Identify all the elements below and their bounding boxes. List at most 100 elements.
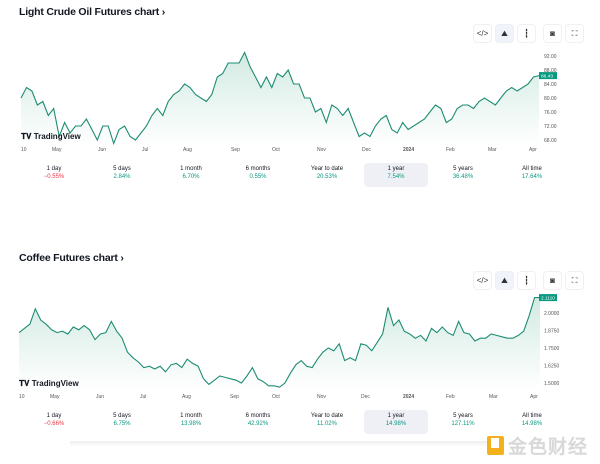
x-tick-label: 2024 [403,147,414,153]
tradingview-logo[interactable]: 𝐓𝐕 TradingView [19,379,79,389]
y-tick-label: 80.00 [544,96,557,102]
x-tick-label: Dec [362,147,371,153]
x-tick-label: Jun [96,394,104,400]
period-label: 1 year [387,413,405,419]
x-tick-label: Nov [317,394,326,400]
period-label: 1 day [46,166,62,172]
last-price-value: 86.43 [541,73,553,79]
x-tick-label: 10 [21,147,27,153]
candles-icon[interactable]: ┇ [517,271,536,290]
period-change-value: 17.64% [521,174,543,180]
x-tick-label: Apr [529,147,537,153]
last-price-tag [539,72,557,80]
period-1-month[interactable]: 1 month 13.98% [159,410,223,434]
period-label: 6 months [245,166,271,172]
watermark-logo-icon [487,436,504,455]
chevron-right-icon: › [161,6,166,18]
period-5-days[interactable]: 5 days 6.75% [90,410,154,434]
embed-icon[interactable]: </> [473,24,492,43]
x-tick-label: Jul [142,147,148,153]
y-tick-label: 1.6250 [544,364,560,370]
period-year-to-date[interactable]: Year to date 11.02% [295,410,359,434]
period-year-to-date[interactable]: Year to date 20.53% [295,163,359,187]
period-label: 1 year [387,166,405,172]
period-label: 5 years [453,413,473,419]
period-change-value: 14.98% [385,421,407,427]
period-change-value: 14.98% [521,421,543,427]
price-area-fill [21,52,539,146]
x-tick-label: May [52,147,62,153]
fullscreen-icon[interactable]: ⛶ [565,271,584,290]
y-tick-label: 88.00 [544,68,557,74]
x-tick-label: 10 [19,394,25,400]
coffee-price-chart[interactable]: 2.0000 1.8750 1.7500 1.6250 1.5000 2.1110 10 Ma… [0,250,600,410]
watermark-text: 金色财经 [508,437,589,458]
y-tick-label: 72.00 [544,124,557,130]
camera-icon[interactable]: ◙ [543,24,562,43]
period-5-years[interactable]: 5 years 36.48% [431,163,495,187]
area-chart-icon[interactable]: ⛰ [495,271,514,290]
camera-icon[interactable]: ◙ [543,271,562,290]
price-area-fill [19,297,540,390]
x-tick-label: Aug [183,147,192,153]
period-change-value: 6.70% [182,174,200,180]
period-1-year[interactable]: 1 year 7.54% [364,163,428,187]
fullscreen-icon[interactable]: ⛶ [565,24,584,43]
period-label: Year to date [310,166,344,172]
last-price-tag [539,294,557,302]
tradingview-logo-icon: 𝐓𝐕 [19,379,32,388]
coffee-chart-toolbar: </> ⛰ ┇ ◙ ⛶ [473,271,584,290]
period-label: All time [522,413,542,419]
x-tick-label: Jul [140,394,146,400]
period-change-value: 2.84% [113,174,131,180]
period-change-value: −0.55% [43,174,65,180]
x-tick-label: Jun [98,147,106,153]
candles-icon[interactable]: ┇ [517,24,536,43]
period-change-value: −0.66% [43,421,65,427]
coffee-chart-title-link[interactable]: Coffee Futures chart › [19,252,124,264]
y-tick-label: 84.00 [544,82,557,88]
price-line [20,51,540,146]
x-tick-label: Feb [446,147,455,153]
period-label: 1 month [180,166,202,172]
period-all-time[interactable]: All time 17.64% [500,163,564,187]
period-6-months[interactable]: 6 months 0.55% [226,163,290,187]
period-1-day[interactable]: 1 day −0.66% [22,410,86,434]
y-tick-label: 76.00 [544,110,557,116]
period-change-value: 0.55% [249,174,267,180]
period-1-year[interactable]: 1 year 14.98% [364,410,428,434]
x-tick-label: Apr [530,394,538,400]
x-tick-label: May [50,394,60,400]
oil-chart-title: Light Crude Oil Futures chart [19,6,160,18]
coffee-chart-title: Coffee Futures chart [19,252,118,264]
period-label: 1 month [180,413,202,419]
period-1-month[interactable]: 1 month 6.70% [159,163,223,187]
embed-icon[interactable]: </> [473,271,492,290]
tradingview-logo-icon: 𝐓𝐕 [21,132,34,141]
area-chart-icon[interactable]: ⛰ [495,24,514,43]
period-5-years[interactable]: 5 years 127.11% [431,410,495,434]
x-tick-label: Feb [446,394,455,400]
period-6-months[interactable]: 6 months 42.92% [226,410,290,434]
y-tick-label: 1.8750 [544,329,560,335]
tradingview-logo-text: TradingView [33,132,81,141]
period-change-value: 127.11% [451,421,475,427]
period-5-days[interactable]: 5 days 2.84% [90,163,154,187]
y-tick-label: 2.0000 [544,311,560,317]
period-change-value: 11.02% [317,421,337,427]
period-label: 5 days [113,413,131,419]
y-tick-label: 1.7500 [544,346,560,352]
period-change-value: 13.98% [180,421,202,427]
tradingview-logo[interactable]: 𝐓𝐕 TradingView [21,132,81,142]
period-label: 6 months [245,413,271,419]
period-1-day[interactable]: 1 day −0.55% [22,163,86,187]
period-all-time[interactable]: All time 14.98% [500,410,564,434]
price-line [18,297,540,388]
period-label: 1 day [46,413,62,419]
oil-chart-toolbar: </> ⛰ ┇ ◙ ⛶ [473,24,584,43]
x-tick-label: Aug [182,394,191,400]
oil-price-chart[interactable]: 92.00 88.00 84.00 80.00 76.00 72.00 68.00 86.43… [0,0,600,160]
oil-chart-title-link[interactable]: Light Crude Oil Futures chart › [19,6,165,18]
x-tick-label: Oct [272,147,280,153]
coffee-performance-periods: 1 day −0.66% 5 days 6.75% 1 month 13.98% 6 mon… [20,410,575,434]
